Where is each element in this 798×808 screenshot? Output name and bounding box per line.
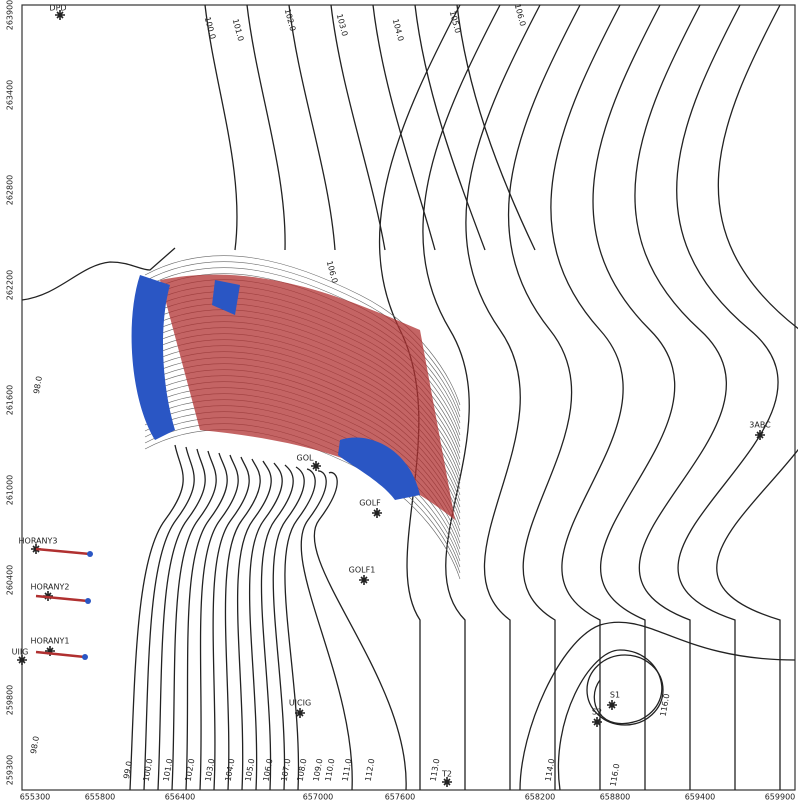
well-label: DPD [49, 4, 66, 13]
well-toe [82, 654, 88, 660]
y-axis-label: 263400 [6, 80, 15, 111]
x-axis-label: 655300 [20, 793, 51, 802]
well-label: HORANY3 [19, 537, 58, 546]
y-axis-label: 261600 [6, 385, 15, 416]
well-label: GOLF [359, 499, 381, 508]
x-axis-label: 655800 [85, 793, 116, 802]
y-axis-label: 263900 [6, 0, 15, 30]
well-toe [85, 598, 91, 604]
x-axis-label: 658800 [600, 793, 631, 802]
x-axis-label: 657600 [385, 793, 416, 802]
well-label: S2 [592, 708, 602, 717]
well-label: GOLF1 [349, 566, 376, 575]
well-label: T2 [441, 770, 452, 779]
well-label: GOL [297, 454, 314, 463]
well-label: 3ABC [749, 421, 771, 430]
y-axis-label: 262200 [6, 270, 15, 301]
well-label: S1 [610, 691, 620, 700]
y-axis-label: 261000 [6, 475, 15, 506]
x-axis-label: 659400 [685, 793, 716, 802]
y-axis-label: 259800 [6, 685, 15, 716]
y-axis-label: 262800 [6, 175, 15, 206]
y-axis-label: 259300 [6, 755, 15, 786]
page: {"map": { "x_axis_labels": ["655300", "6… [0, 0, 798, 804]
well-label: HORANY1 [31, 637, 70, 646]
well-toe [87, 551, 93, 557]
x-axis-label: 659900 [765, 793, 796, 802]
x-axis-label: 657000 [303, 793, 334, 802]
x-axis-label: 658200 [525, 793, 556, 802]
y-axis-label: 260400 [6, 565, 15, 596]
well-label: UICIG [289, 699, 311, 708]
well-label: UIIG [12, 648, 29, 657]
x-axis-label: 656400 [165, 793, 196, 802]
well-label: HORANY2 [31, 583, 70, 592]
contour-map: 655300 655800 656400 657000 657600 658200 6588… [0, 0, 798, 804]
